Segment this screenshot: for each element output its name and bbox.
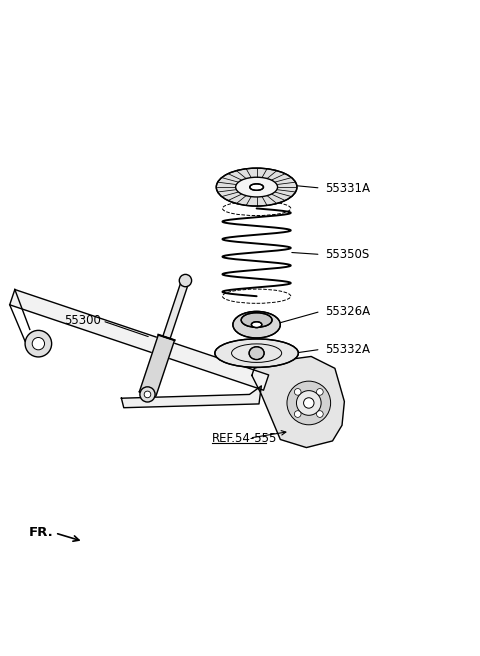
Circle shape <box>32 337 45 350</box>
Polygon shape <box>163 279 189 338</box>
Circle shape <box>294 388 301 395</box>
Ellipse shape <box>250 184 264 190</box>
Polygon shape <box>121 386 261 408</box>
Circle shape <box>294 411 301 417</box>
Text: 55326A: 55326A <box>325 305 371 318</box>
Circle shape <box>316 411 323 417</box>
Polygon shape <box>139 335 175 397</box>
Ellipse shape <box>233 312 280 338</box>
Text: REF.54-555: REF.54-555 <box>212 432 277 445</box>
Circle shape <box>179 274 192 287</box>
Circle shape <box>297 390 321 415</box>
Circle shape <box>316 388 323 395</box>
Polygon shape <box>252 356 344 447</box>
Text: 55300: 55300 <box>64 314 101 327</box>
Ellipse shape <box>252 321 262 327</box>
Text: 55350S: 55350S <box>325 248 370 261</box>
Ellipse shape <box>249 347 264 359</box>
Text: 55332A: 55332A <box>325 343 371 356</box>
Ellipse shape <box>215 339 299 367</box>
Polygon shape <box>10 289 269 390</box>
Circle shape <box>140 387 155 402</box>
Circle shape <box>287 381 331 425</box>
Circle shape <box>303 398 314 408</box>
Circle shape <box>25 331 52 357</box>
Ellipse shape <box>241 313 272 327</box>
Circle shape <box>144 391 151 398</box>
Ellipse shape <box>236 177 277 197</box>
Ellipse shape <box>216 168 297 206</box>
Text: 55331A: 55331A <box>325 182 371 195</box>
Text: FR.: FR. <box>29 527 54 539</box>
